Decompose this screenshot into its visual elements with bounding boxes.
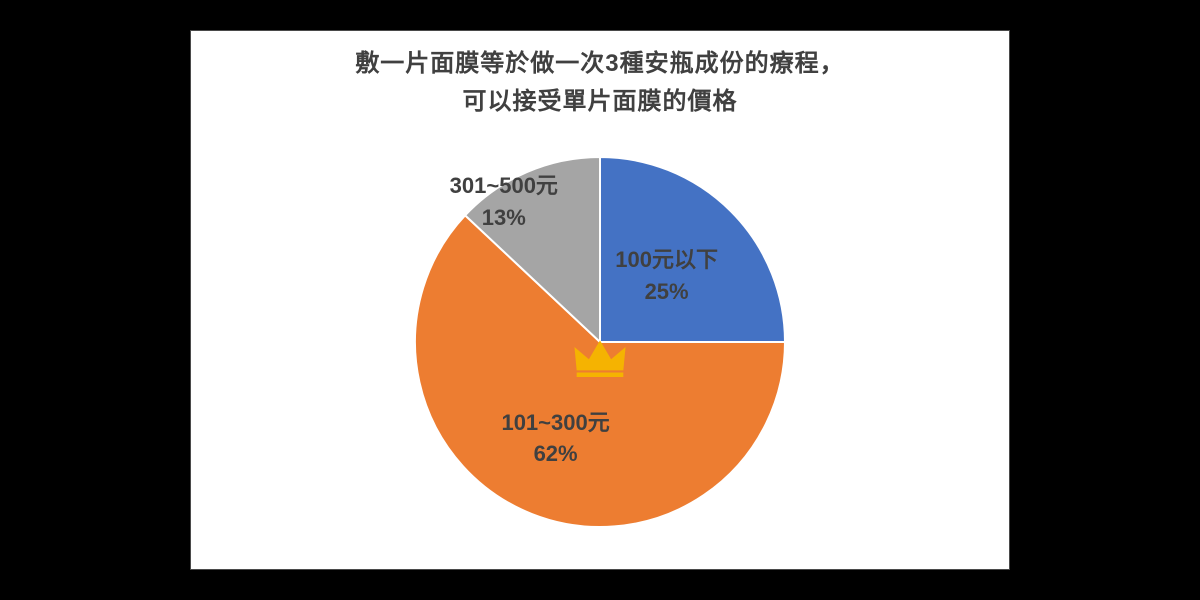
- chart-card: 敷一片面膜等於做一次3種安瓶成份的療程， 可以接受單片面膜的價格 100元以下2…: [190, 30, 1010, 570]
- pie-slice-0: [600, 157, 785, 342]
- chart-area: 100元以下25%101~300元62%301~500元13%: [191, 122, 1009, 569]
- chart-title: 敷一片面膜等於做一次3種安瓶成份的療程， 可以接受單片面膜的價格: [355, 45, 844, 122]
- pie-chart: 100元以下25%101~300元62%301~500元13%: [415, 157, 785, 527]
- chart-title-line-1: 敷一片面膜等於做一次3種安瓶成份的療程，: [355, 45, 844, 83]
- chart-title-line-2: 可以接受單片面膜的價格: [355, 83, 844, 121]
